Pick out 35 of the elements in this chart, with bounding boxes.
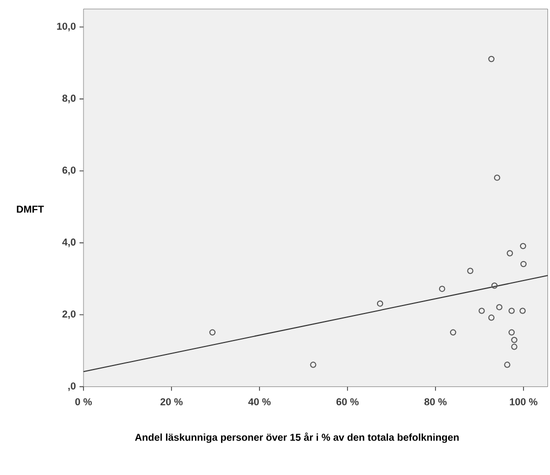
point <box>494 174 500 181</box>
point <box>488 314 494 321</box>
y-tick-label: 10,0 <box>57 22 76 32</box>
x-tick-label: 0 % <box>75 398 92 406</box>
x-tick-label: 100 % <box>510 398 538 406</box>
point <box>508 329 515 336</box>
point <box>491 282 498 289</box>
x-tick-label: 40 % <box>248 398 271 406</box>
x-tick-label: 20 % <box>160 398 183 406</box>
point <box>511 344 518 350</box>
point <box>520 308 526 314</box>
point <box>511 336 518 344</box>
point <box>520 260 527 268</box>
point <box>520 242 526 250</box>
x-axis-title: Andel läskunniga personer över 15 år i % av den totala befolkningen <box>135 432 459 443</box>
point <box>478 308 485 314</box>
x-tick-label: 60 % <box>336 398 359 406</box>
point <box>467 268 474 274</box>
y-tick-label: 6,0 <box>62 166 76 176</box>
y-axis-title: DMFT <box>16 206 44 213</box>
point <box>310 362 316 368</box>
y-tick-label: 4,0 <box>62 238 76 248</box>
point <box>450 329 456 336</box>
y-tick-label: 8,0 <box>62 94 76 104</box>
point <box>376 300 384 307</box>
y-tick-label: 2,0 <box>62 310 76 320</box>
point <box>508 308 515 314</box>
point <box>209 329 216 336</box>
x-tick-label: 80 % <box>424 398 447 406</box>
point <box>506 250 513 256</box>
point <box>488 56 494 62</box>
y-tick-label: ,0 <box>68 382 76 391</box>
point <box>439 286 446 292</box>
point <box>496 304 502 310</box>
point <box>504 362 510 368</box>
